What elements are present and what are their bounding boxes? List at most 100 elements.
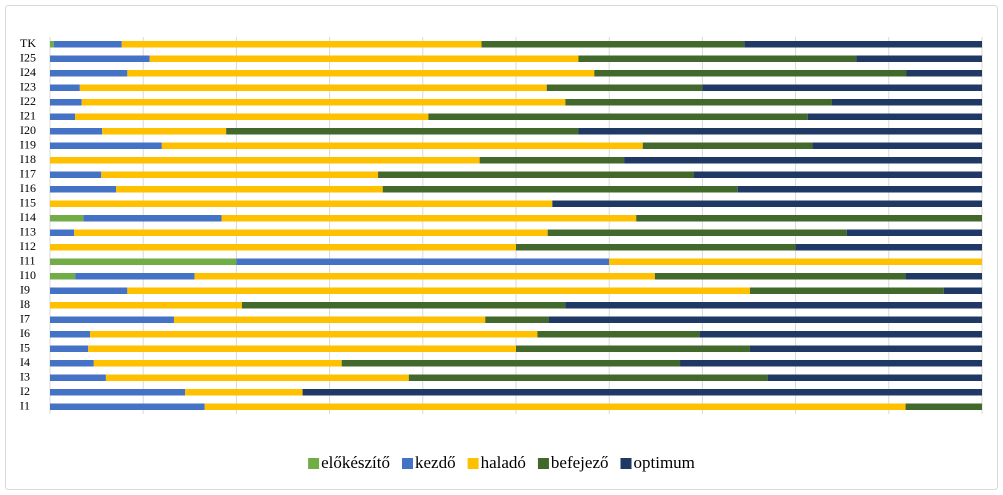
bar-segment [185, 389, 303, 396]
bar-segment [50, 113, 76, 120]
bar-segment [428, 113, 808, 120]
bar-segment [50, 84, 80, 91]
bar-segment [943, 287, 982, 294]
bar-segment [578, 55, 857, 62]
bar-segment [50, 157, 480, 164]
y-tick-label: I16 [20, 181, 36, 195]
bar-segment [194, 273, 655, 280]
y-tick-label: I18 [20, 152, 36, 166]
bar-segment [744, 41, 982, 48]
bar-segment [50, 70, 128, 77]
bar-segment [547, 229, 847, 236]
bar-segment [624, 157, 982, 164]
y-tick-label: I6 [20, 326, 30, 340]
bar-segment [737, 186, 982, 193]
bar-segment [807, 113, 982, 120]
bar-segment [680, 360, 982, 367]
bar-segment [102, 128, 227, 135]
bar-segment [50, 200, 553, 207]
y-tick-label: I4 [20, 355, 30, 369]
bar-segment [594, 70, 907, 77]
bar-segment [767, 374, 982, 381]
bar-segment [905, 273, 982, 280]
bar-segment [50, 403, 205, 410]
bar-segment [50, 41, 54, 48]
y-tick-label: I21 [20, 109, 36, 123]
y-tick-label: I9 [20, 283, 30, 297]
bar-segment [812, 142, 982, 149]
bar-segment [50, 331, 91, 338]
y-tick-label: I20 [20, 123, 36, 137]
y-tick-label: I15 [20, 196, 36, 210]
y-tick-label: I14 [20, 210, 36, 224]
bar-segment [50, 287, 128, 294]
bar-segment [50, 345, 89, 352]
y-tick-label: I2 [20, 384, 30, 398]
y-tick-label: I22 [20, 94, 36, 108]
y-tick-label: I23 [20, 80, 36, 94]
bar-segment [516, 345, 750, 352]
legend-label: befejező [551, 453, 609, 472]
bar-segment [241, 302, 566, 309]
y-tick-label: I25 [20, 51, 36, 65]
y-tick-label: TK [20, 36, 36, 50]
bar-segment [75, 273, 195, 280]
bar-segment [578, 128, 982, 135]
bar-segment [702, 84, 982, 91]
bar-segment [116, 186, 383, 193]
bar-segment [378, 171, 695, 178]
bar-segment [50, 142, 162, 149]
legend-swatch [308, 458, 320, 469]
bar-segment [382, 186, 738, 193]
bar-segment [636, 215, 982, 222]
legend-label: optimum [634, 453, 695, 472]
bar-segment [127, 70, 595, 77]
bar-segment [642, 142, 813, 149]
bar-segment [485, 316, 549, 323]
legend-swatch [402, 458, 414, 469]
y-tick-label: I19 [20, 138, 36, 152]
bar-segment [161, 142, 643, 149]
bar-segment [74, 229, 548, 236]
bar-segment [90, 331, 538, 338]
bar-segment [694, 171, 982, 178]
bar-segment [699, 331, 982, 338]
bar-segment [50, 374, 106, 381]
legend-swatch [537, 458, 549, 469]
bar-segment [79, 84, 547, 91]
bar-segment [50, 360, 94, 367]
y-tick-label: I7 [20, 312, 30, 326]
y-tick-label: I10 [20, 268, 36, 282]
bar-segment [50, 186, 117, 193]
bar-segment [221, 215, 637, 222]
bar-segment [173, 316, 486, 323]
bar-segment [905, 403, 982, 410]
bar-segment [226, 128, 579, 135]
bar-segment [50, 258, 237, 265]
bar-segment [795, 244, 982, 251]
bar-segment [121, 41, 482, 48]
bar-segment [81, 99, 566, 106]
bar-segment [546, 84, 703, 91]
bar-segment [831, 99, 982, 106]
y-tick-label: I5 [20, 341, 30, 355]
bar-segment [749, 345, 982, 352]
bar-segment [481, 41, 745, 48]
bar-segment [50, 316, 174, 323]
bar-segment [149, 55, 579, 62]
bar-segment [50, 171, 102, 178]
y-tick-label: I3 [20, 370, 30, 384]
y-tick-label: I11 [20, 254, 36, 268]
bar-segment [654, 273, 906, 280]
bar-segment [50, 229, 75, 236]
bar-segment [236, 258, 610, 265]
bar-segment [609, 258, 982, 265]
bar-segment [83, 215, 222, 222]
bar-segment [50, 389, 186, 396]
bar-segment [565, 99, 832, 106]
bar-segment [846, 229, 982, 236]
legend-label: haladó [481, 453, 526, 472]
bar-segment [50, 99, 82, 106]
bar-segment [50, 273, 76, 280]
y-tick-label: I24 [20, 65, 36, 79]
